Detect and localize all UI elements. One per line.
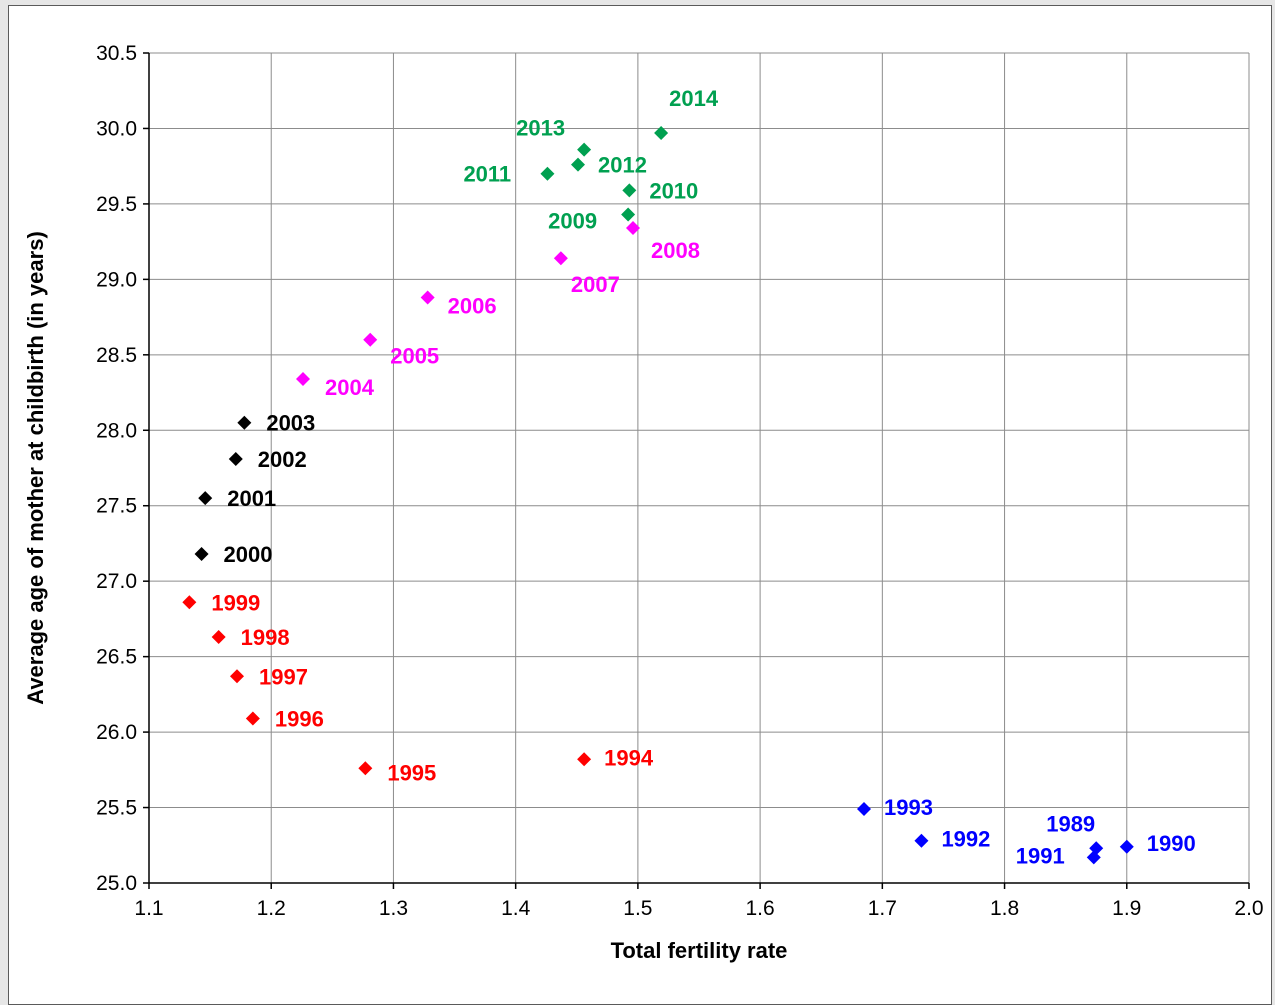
x-tick-label: 1.9 <box>1112 897 1141 920</box>
data-point <box>621 207 636 222</box>
data-point <box>237 415 252 430</box>
data-label: 1994 <box>604 745 654 770</box>
data-point <box>571 157 585 172</box>
x-tick-label: 1.5 <box>623 897 652 920</box>
data-point <box>211 630 226 645</box>
data-label: 1990 <box>1147 831 1196 856</box>
data-point <box>363 332 378 347</box>
data-label: 2005 <box>390 344 439 369</box>
x-tick-label: 1.2 <box>257 897 286 920</box>
data-label: 2014 <box>669 86 719 111</box>
data-point <box>553 251 568 266</box>
y-tick-label: 30.5 <box>96 42 137 65</box>
data-label: 2007 <box>571 272 620 297</box>
data-label: 2000 <box>224 542 273 567</box>
y-tick-label: 27.5 <box>96 495 137 518</box>
scatter-chart: 1.1 1.2 1.3 1.4 1.5 1.6 1.7 1.8 1.9 2.0 25.0 25.5 26… <box>23 42 1264 963</box>
data-label: 1997 <box>259 664 308 689</box>
data-label: 2003 <box>266 411 315 436</box>
data-label: 1993 <box>884 795 933 820</box>
data-point <box>857 802 871 817</box>
data-label: 2010 <box>649 178 698 203</box>
x-tick-label: 1.3 <box>379 897 408 920</box>
data-label: 2004 <box>325 375 375 400</box>
data-point <box>540 166 555 181</box>
x-tick-label: 1.1 <box>134 897 163 920</box>
y-axis-title: Average age of mother at childbirth (in … <box>23 231 48 705</box>
data-point <box>194 547 209 562</box>
y-tick-label: 26.5 <box>96 646 137 669</box>
data-point <box>182 595 197 610</box>
y-tick-label: 29.0 <box>96 268 137 291</box>
x-tick-label: 1.6 <box>746 897 775 920</box>
data-label: 1999 <box>211 590 260 615</box>
data-point <box>228 451 243 466</box>
data-label: 2013 <box>516 116 565 141</box>
y-tick-label: 25.0 <box>96 872 137 895</box>
data-label: 2008 <box>651 238 700 263</box>
data-label: 1989 <box>1046 811 1095 836</box>
data-point <box>198 491 213 506</box>
data-label: 2002 <box>258 447 307 472</box>
data-point <box>1119 839 1134 854</box>
data-point <box>1086 850 1101 865</box>
x-tick-label: 2.0 <box>1234 897 1263 920</box>
data-label: 1998 <box>241 625 290 650</box>
data-label: 2011 <box>463 162 511 187</box>
y-tick-label: 28.0 <box>96 419 137 442</box>
data-label: 1991 <box>1016 843 1065 868</box>
data-label: 2001 <box>227 486 276 511</box>
data-point <box>420 290 435 305</box>
data-point <box>577 142 592 157</box>
x-tick-label: 1.7 <box>868 897 897 920</box>
data-point <box>914 833 929 848</box>
y-tick-label: 29.5 <box>96 193 137 216</box>
data-point <box>296 371 310 386</box>
data-label: 1995 <box>387 760 436 785</box>
data-label: 1996 <box>275 707 324 732</box>
y-tick-label: 25.5 <box>96 797 137 820</box>
data-label: 2009 <box>548 208 597 233</box>
data-point <box>626 221 640 236</box>
y-tick-label: 30.0 <box>96 117 137 140</box>
y-tick-label: 28.5 <box>96 344 137 367</box>
data-point <box>577 752 592 767</box>
data-label: 2012 <box>598 153 647 178</box>
x-tick-label: 1.4 <box>501 897 531 920</box>
data-point <box>245 711 260 726</box>
data-point <box>358 761 373 776</box>
y-tick-label: 27.0 <box>96 570 137 593</box>
y-tick-label: 26.0 <box>96 721 137 744</box>
data-label: 2006 <box>448 293 497 318</box>
data-point <box>230 669 244 684</box>
x-tick-label: 1.8 <box>990 897 1019 920</box>
data-point <box>622 183 637 198</box>
x-axis-title: Total fertility rate <box>611 938 788 963</box>
chart-area: 1.1 1.2 1.3 1.4 1.5 1.6 1.7 1.8 1.9 2.0 25.0 25.5 26… <box>8 5 1272 1005</box>
data-label: 1992 <box>941 827 990 852</box>
